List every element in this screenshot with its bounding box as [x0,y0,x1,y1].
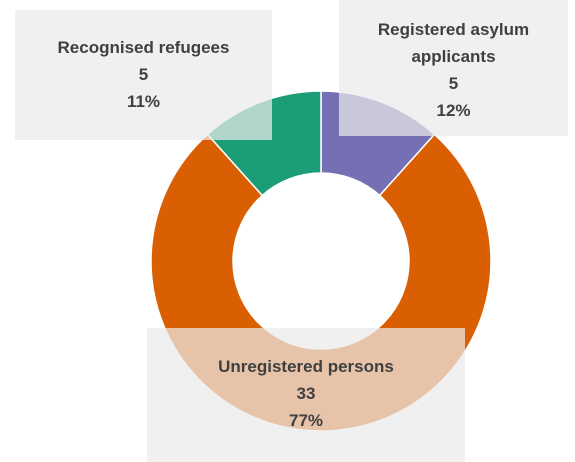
category-label: Unregistered persons [218,357,394,376]
data-label-box: Registered asylum applicants 5 12% [339,0,568,136]
value-label: 33 [296,384,316,403]
category-label: Registered asylum applicants [377,20,530,66]
data-label-box: Recognised refugees 5 11% [15,10,272,140]
value-label: 5 [448,74,459,93]
percent-label: 77% [288,411,324,430]
percent-label: 11% [126,92,161,111]
value-label: 5 [138,65,149,84]
data-label-box: Unregistered persons 33 77% [147,328,465,462]
percent-label: 12% [436,101,471,120]
category-label: Recognised refugees [57,38,230,57]
